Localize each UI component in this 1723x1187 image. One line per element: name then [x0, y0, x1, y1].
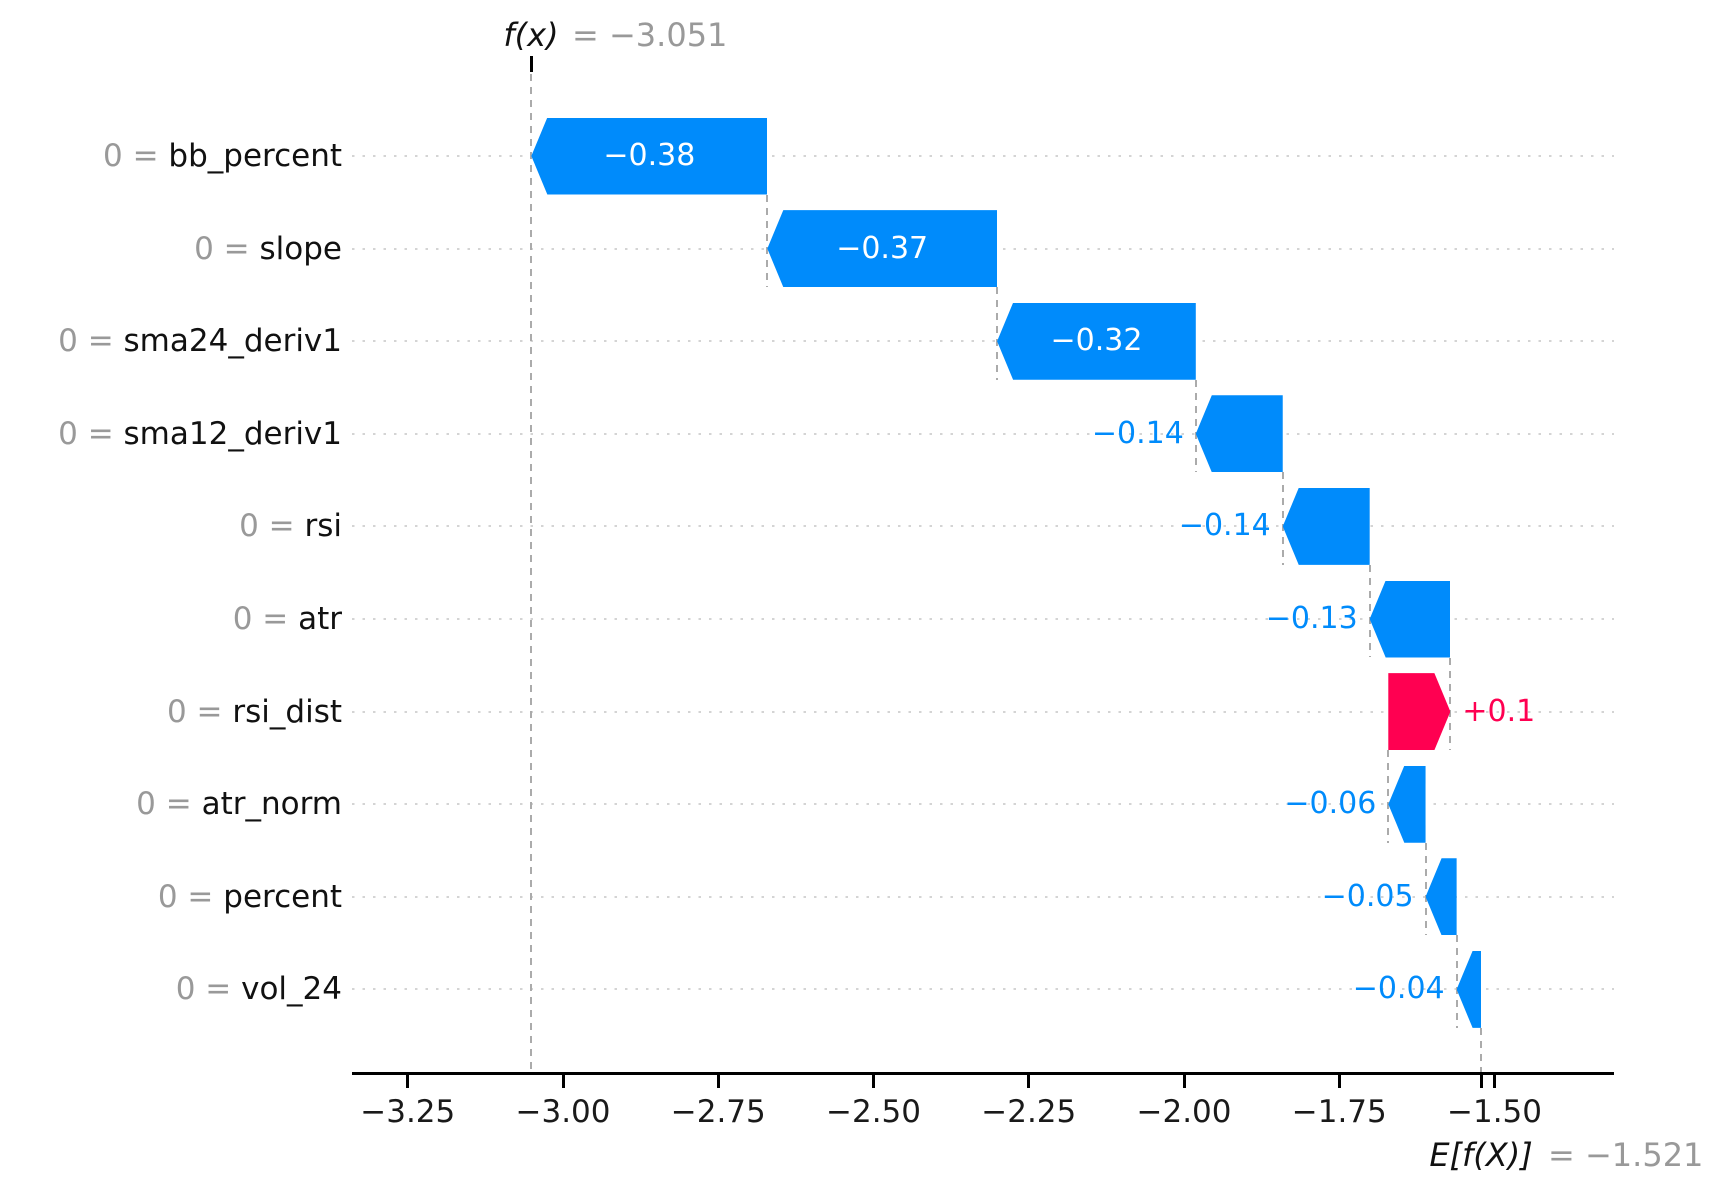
feature-label: 0 = vol_24	[176, 968, 342, 1010]
shap-bar-vol_24	[1456, 950, 1482, 1028]
x-axis-tick	[716, 1075, 720, 1088]
gridline	[352, 432, 1614, 435]
feature-label-name: rsi_dist	[232, 693, 342, 730]
connector-line	[1387, 750, 1390, 843]
feature-label: 0 = slope	[194, 228, 342, 270]
bar-value-label: −0.13	[1265, 601, 1358, 636]
shap-bar-atr	[1369, 580, 1451, 658]
feature-label-name: slope	[259, 230, 342, 267]
connector-line	[1281, 472, 1284, 565]
feature-label-name: atr_norm	[201, 786, 342, 823]
x-axis-tick	[1027, 1075, 1031, 1088]
bar-value-label: −0.14	[1178, 508, 1271, 544]
feature-label-prefix: 0 =	[194, 230, 260, 267]
gridline	[352, 988, 1614, 991]
feature-label-prefix: 0 =	[157, 878, 224, 915]
connector-line	[1455, 935, 1458, 1028]
gridline	[352, 895, 1614, 898]
connector-line	[1368, 564, 1371, 658]
feature-label-name: bb_percent	[168, 138, 342, 174]
feature-label-prefix: 0 =	[239, 508, 305, 545]
x-axis-tick	[406, 1075, 410, 1088]
feature-label-prefix: 0 =	[232, 601, 299, 637]
shap-bar-percent	[1425, 858, 1457, 936]
connector-line	[1449, 657, 1452, 751]
fx-top-tick	[529, 56, 533, 72]
fx-title-value: = −3.051	[572, 16, 728, 54]
x-axis-tick-label: −2.50	[826, 1094, 921, 1130]
connector-line	[1424, 842, 1427, 936]
feature-label-prefix: 0 =	[58, 415, 124, 452]
feature-label: 0 = bb_percent	[103, 135, 342, 177]
bar-value-label: −0.32	[1050, 323, 1143, 359]
feature-label-prefix: 0 =	[58, 323, 124, 360]
feature-label-name: rsi	[304, 508, 342, 545]
fx-reference-line	[530, 74, 533, 1072]
gridline	[352, 340, 1614, 343]
connector-line	[1194, 379, 1197, 473]
feature-label: 0 = rsi_dist	[167, 691, 342, 733]
bar-value-label: −0.04	[1352, 971, 1445, 1007]
x-axis-tick	[1182, 1075, 1186, 1088]
feature-label: 0 = rsi	[239, 505, 342, 547]
connector-line	[766, 194, 769, 288]
shap-bar-bb_percent	[531, 117, 768, 195]
feature-label-prefix: 0 =	[136, 786, 202, 823]
x-axis-tick-label: −2.75	[670, 1094, 766, 1130]
x-axis-tick-label: −1.75	[1291, 1094, 1387, 1130]
shap-bar-rsi_dist	[1388, 673, 1450, 750]
bar-value-label: −0.14	[1091, 415, 1184, 451]
expected-value-label: E[f(X)]	[1429, 1136, 1533, 1174]
connector-line	[996, 287, 999, 380]
x-axis-tick-label: −3.00	[515, 1094, 611, 1130]
feature-label: 0 = percent	[158, 876, 342, 918]
x-axis-line	[352, 1072, 1614, 1075]
gridline	[352, 525, 1614, 528]
feature-label: 0 = atr	[233, 598, 342, 640]
feature-label-prefix: 0 =	[166, 693, 233, 730]
x-axis-tick-label: −1.50	[1447, 1094, 1542, 1130]
feature-label-name: sma12_deriv1	[123, 415, 342, 452]
gridline	[352, 803, 1614, 806]
ef-axis-tick	[1479, 1075, 1483, 1088]
shap-bar-sma12_deriv1	[1195, 395, 1283, 473]
gridline	[352, 155, 1614, 157]
ef-reference-line	[1480, 1027, 1483, 1072]
fx-title-label: f(x)	[503, 16, 559, 54]
bar-value-label: −0.06	[1284, 786, 1377, 822]
bar-value-label: −0.38	[603, 138, 696, 173]
shap-bar-sma24_deriv1	[997, 302, 1196, 380]
x-axis-tick-label: −2.25	[981, 1094, 1077, 1130]
x-axis-tick	[872, 1075, 875, 1088]
shap-bar-rsi	[1282, 487, 1370, 565]
gridline	[352, 618, 1614, 620]
shap-bar-atr_norm	[1388, 765, 1426, 843]
feature-label-name: vol_24	[241, 971, 342, 1008]
feature-label: 0 = sma24_deriv1	[58, 320, 342, 362]
feature-label-name: atr	[298, 601, 342, 637]
bar-value-label: −0.05	[1321, 878, 1414, 914]
feature-label-prefix: 0 =	[103, 138, 169, 174]
feature-label: 0 = sma12_deriv1	[58, 413, 342, 455]
x-axis-tick-label: −2.00	[1136, 1094, 1232, 1130]
x-axis-tick	[561, 1075, 565, 1088]
feature-label-name: sma24_deriv1	[123, 323, 342, 360]
x-axis-tick-label: −3.25	[360, 1094, 456, 1130]
x-axis-tick	[1493, 1075, 1496, 1088]
shap-bar-slope	[767, 210, 998, 288]
feature-label-name: percent	[223, 878, 342, 915]
feature-label-prefix: 0 =	[175, 971, 242, 1008]
bar-value-label: −0.37	[836, 230, 929, 266]
expected-value-text: = −1.521	[1548, 1136, 1704, 1174]
gridline	[352, 710, 1614, 713]
x-axis-tick	[1337, 1075, 1341, 1088]
bar-value-label: +0.1	[1462, 693, 1536, 729]
feature-label: 0 = atr_norm	[136, 783, 342, 825]
